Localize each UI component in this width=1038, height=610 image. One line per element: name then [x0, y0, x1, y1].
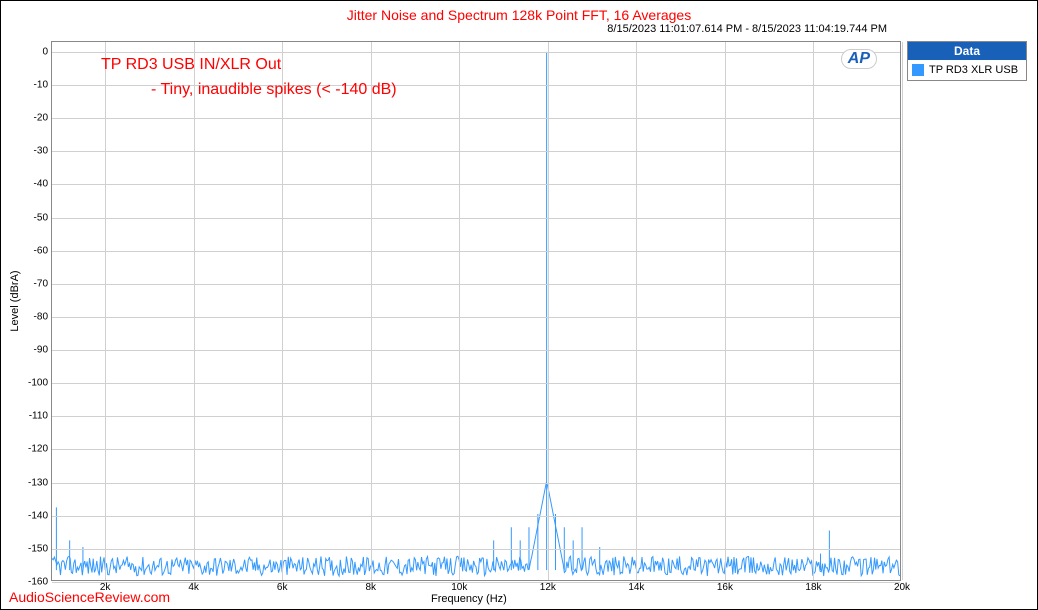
xtick: 16k: [717, 580, 733, 593]
x-axis-label: Frequency (Hz): [431, 593, 507, 605]
ytick: -90: [22, 345, 52, 356]
xtick: 12k: [540, 580, 556, 593]
legend-label-0: TP RD3 XLR USB: [929, 64, 1018, 76]
annotation-1: - Tiny, inaudible spikes (< -140 dB): [151, 81, 397, 99]
chart-timestamp: 8/15/2023 11:01:07.614 PM - 8/15/2023 11…: [607, 23, 887, 35]
site-watermark: AudioScienceReview.com: [9, 589, 170, 605]
chart-plot-area: 0-10-20-30-40-50-60-70-80-90-100-110-120…: [51, 41, 901, 581]
ap-logo-badge: AP: [841, 49, 877, 69]
ytick: -130: [22, 477, 52, 488]
xtick: 20k: [894, 580, 910, 593]
ytick: -40: [22, 179, 52, 190]
ytick: -160: [22, 577, 52, 588]
chart-title: Jitter Noise and Spectrum 128k Point FFT…: [1, 1, 1037, 23]
xtick: 18k: [805, 580, 821, 593]
ytick: 0: [22, 46, 52, 57]
legend-swatch-0: [912, 64, 924, 76]
chart-svg: [52, 42, 900, 580]
ytick: -100: [22, 378, 52, 389]
ytick: -110: [22, 411, 52, 422]
xtick: 10k: [451, 580, 467, 593]
ytick: -60: [22, 245, 52, 256]
ytick: -140: [22, 510, 52, 521]
annotation-0: TP RD3 USB IN/XLR Out: [101, 56, 281, 74]
ytick: -70: [22, 278, 52, 289]
legend-panel: Data TP RD3 XLR USB: [907, 41, 1027, 81]
xtick: 14k: [628, 580, 644, 593]
xtick: 4k: [188, 580, 199, 593]
ytick: -10: [22, 80, 52, 91]
ytick: -80: [22, 311, 52, 322]
ytick: -150: [22, 543, 52, 554]
legend-item-0: TP RD3 XLR USB: [908, 60, 1026, 80]
ytick: -20: [22, 113, 52, 124]
legend-header: Data: [908, 42, 1026, 60]
ytick: -30: [22, 146, 52, 157]
xtick: 8k: [365, 580, 376, 593]
y-axis-label: Level (dBrA): [9, 270, 21, 331]
ytick: -120: [22, 444, 52, 455]
xtick: 6k: [277, 580, 288, 593]
ytick: -50: [22, 212, 52, 223]
